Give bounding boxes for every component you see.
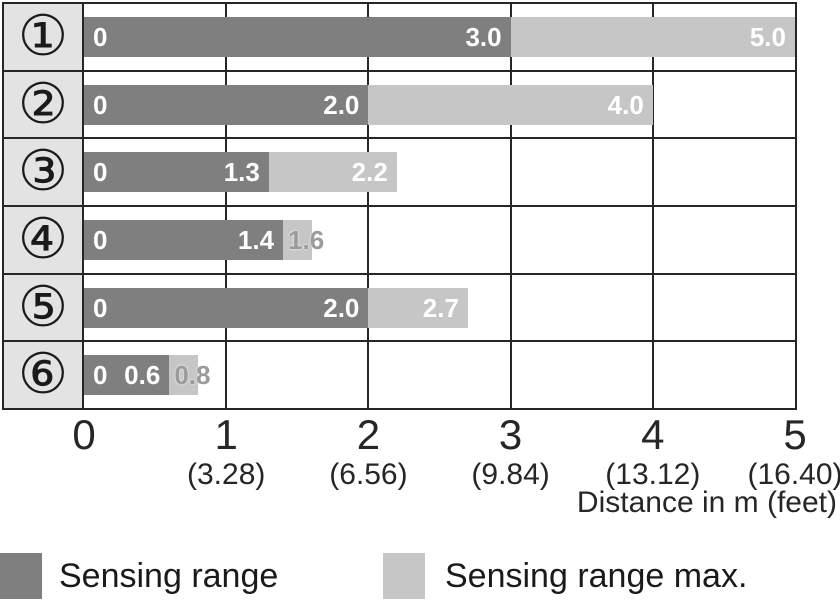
sensing-range-value: 1.4 xyxy=(237,224,275,255)
sensing-range-bar: 1.4 xyxy=(84,219,284,260)
range-bar: 1.3 2.2 xyxy=(84,152,397,193)
range-bar: 3.0 5.0 xyxy=(84,16,795,57)
gridline xyxy=(367,342,370,409)
range-bar: 2.0 4.0 xyxy=(84,84,653,125)
chart-row: ② 2.0 4.0 0 xyxy=(4,69,795,138)
category-label: ③ xyxy=(17,139,69,205)
sensing-range-max-value: 2.7 xyxy=(422,292,459,323)
x-axis-tick: 2 (6.56) xyxy=(329,414,407,490)
gridline xyxy=(509,274,512,341)
sensing-range-max-value: 4.0 xyxy=(607,89,644,120)
x-tick-metres: 5 xyxy=(783,411,807,458)
x-tick-metres: 3 xyxy=(498,411,523,458)
x-tick-feet: (13.12) xyxy=(605,458,701,491)
sensing-range-max-value: 0.8 xyxy=(174,360,211,391)
bar-start-label: 0 xyxy=(93,360,108,391)
x-tick-feet: (9.84) xyxy=(471,458,550,491)
x-tick-metres: 1 xyxy=(214,411,238,458)
sensing-range-bar: 3.0 xyxy=(84,16,511,57)
plot-cell: 2.0 4.0 0 xyxy=(84,71,795,138)
legend: Sensing range Sensing range max. xyxy=(0,552,840,600)
gridline xyxy=(509,139,512,206)
chart-row: ⑥ 0.6 0 0.8 xyxy=(4,340,795,409)
sensing-range-max-bar: 5.0 xyxy=(510,16,795,57)
sensing-range-value: 2.0 xyxy=(323,292,360,323)
legend-item-sensing-range: Sensing range xyxy=(0,552,278,600)
sensing-range-bar: 1.3 xyxy=(84,152,269,193)
category-cell: ① xyxy=(4,4,84,70)
x-axis-tick: 1 (3.28) xyxy=(187,414,265,490)
category-label: ② xyxy=(17,71,69,137)
x-tick-metres: 2 xyxy=(356,411,381,458)
x-axis-tick: 0 xyxy=(72,414,95,456)
x-tick-feet: (6.56) xyxy=(329,458,408,491)
legend-item-sensing-range-max: Sensing range max. xyxy=(383,552,747,600)
plot-cell: 1.4 0 1.6 xyxy=(84,207,795,273)
range-bar: 2.0 2.7 xyxy=(84,287,468,328)
chart-row: ⑤ 2.0 2.7 0 xyxy=(4,272,795,341)
gridline xyxy=(225,342,228,409)
gridline xyxy=(651,342,654,409)
sensing-range-max-bar: 2.7 xyxy=(368,287,468,328)
legend-label-sensing-range-max: Sensing range max. xyxy=(445,556,748,595)
gridline xyxy=(509,342,512,409)
x-axis-tick: 5 (16.40) xyxy=(747,414,840,490)
sensing-range-max-value: 2.2 xyxy=(351,157,388,188)
gridline xyxy=(367,207,370,273)
x-axis-tick: 4 (13.12) xyxy=(605,414,700,490)
category-cell: ② xyxy=(4,71,84,138)
gridline xyxy=(651,139,654,206)
bar-start-label: 0 xyxy=(93,292,108,323)
category-label: ④ xyxy=(17,206,69,272)
x-axis-title: Distance in m (feet) xyxy=(576,486,837,519)
gridline xyxy=(651,207,654,273)
sensing-range-max-bar xyxy=(283,219,312,260)
sensing-range-value: 2.0 xyxy=(323,89,360,120)
chart-row: ③ 1.3 2.2 0 xyxy=(4,137,795,206)
bar-start-label: 0 xyxy=(93,21,108,52)
bar-start-label: 0 xyxy=(93,89,108,120)
x-tick-metres: 4 xyxy=(641,411,665,458)
gridline xyxy=(651,274,654,341)
category-cell: ③ xyxy=(4,139,84,206)
chart-row: ④ 1.4 0 1.6 xyxy=(4,205,795,273)
x-tick-metres: 0 xyxy=(72,411,96,458)
category-cell: ⑤ xyxy=(4,274,84,341)
sensing-range-max-bar xyxy=(169,355,198,396)
sensing-range-max-swatch xyxy=(383,553,425,599)
x-axis-tick: 3 (9.84) xyxy=(471,414,549,490)
chart-row: ① 3.0 5.0 0 xyxy=(4,4,795,70)
range-bar: 0.6 xyxy=(84,355,198,396)
plot-cell: 0.6 0 0.8 xyxy=(84,342,795,409)
category-cell: ⑥ xyxy=(4,342,84,409)
bar-start-label: 0 xyxy=(93,157,108,188)
category-cell: ④ xyxy=(4,207,84,273)
plot-cell: 1.3 2.2 0 xyxy=(84,139,795,206)
category-label: ⑥ xyxy=(17,342,69,408)
x-tick-feet: (16.40) xyxy=(747,458,840,491)
x-axis: 0 1 (3.28) 2 (6.56) 3 (9.84) 4 (13.12) 5 (16.40) xyxy=(0,414,840,494)
x-tick-feet: (3.28) xyxy=(187,458,266,491)
sensing-range-value: 0.6 xyxy=(124,360,161,391)
category-label: ⑤ xyxy=(17,274,69,340)
range-bar: 1.4 xyxy=(84,219,312,260)
sensing-range-bar: 0.6 xyxy=(84,355,170,396)
sensing-range-value: 3.0 xyxy=(465,21,502,52)
sensing-range-max-bar: 2.2 xyxy=(268,152,397,193)
sensing-range-chart: ① 3.0 5.0 0 ② 2.0 4.0 0 ③ 1.3 2.2 0 ④ 1.4 0 1.6 ⑤ 2.0 2.7 0… xyxy=(2,2,797,410)
gridline xyxy=(651,71,654,138)
sensing-range-max-value: 5.0 xyxy=(749,21,786,52)
sensing-range-max-value: 1.6 xyxy=(288,224,325,255)
bar-start-label: 0 xyxy=(93,224,108,255)
plot-cell: 3.0 5.0 0 xyxy=(84,4,795,70)
sensing-range-bar: 2.0 xyxy=(84,84,369,125)
sensing-range-max-bar: 4.0 xyxy=(368,84,653,125)
sensing-range-bar: 2.0 xyxy=(84,287,369,328)
gridline xyxy=(509,207,512,273)
sensing-range-value: 1.3 xyxy=(223,157,260,188)
plot-cell: 2.0 2.7 0 xyxy=(84,274,795,341)
sensing-range-swatch xyxy=(0,553,42,599)
category-label: ① xyxy=(17,3,69,69)
legend-label-sensing-range: Sensing range xyxy=(59,556,279,595)
